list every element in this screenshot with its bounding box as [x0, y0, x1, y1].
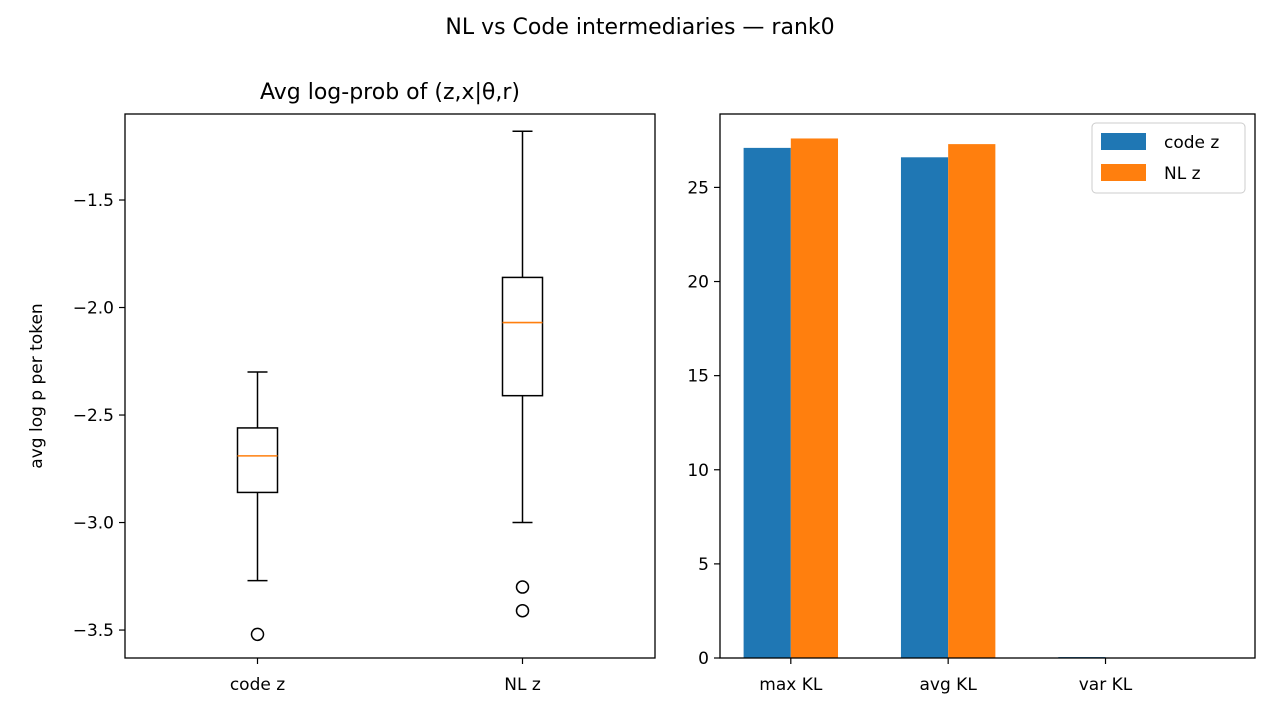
- figure-suptitle: NL vs Code intermediaries — rank0: [445, 15, 834, 40]
- box-code-z: [236, 371, 279, 642]
- box-outlier: [250, 627, 265, 642]
- bar-ytick-label: 15: [687, 367, 709, 387]
- bar-ytick-label: 0: [698, 649, 709, 669]
- boxplot-ytick-label: −2.5: [73, 406, 114, 426]
- bar-legend: code z NL z: [1091, 122, 1246, 194]
- bar-ytick-label: 10: [687, 461, 709, 481]
- bar-ytick-label: 20: [687, 273, 709, 293]
- bar-panel: 0 5 10 15 20 25 max KL avg KL var KL code z NL z: [687, 113, 1256, 695]
- box-outlier: [515, 603, 530, 618]
- boxplot-ytick-label: −1.5: [73, 191, 114, 211]
- bar-code-z-avg-KL: [900, 157, 949, 658]
- boxplot-xtick-label: code z: [230, 675, 285, 695]
- bar-ytick-label: 25: [687, 178, 709, 198]
- bar-NL-z-avg-KL: [948, 144, 996, 658]
- bar-legend-swatch: [1101, 164, 1146, 181]
- boxplot-ytick-label: −3.5: [73, 621, 114, 641]
- bar-legend-label: NL z: [1164, 164, 1201, 184]
- bar-ytick-label: 5: [698, 555, 709, 575]
- box-iqr: [236, 427, 279, 494]
- bar-code-z-max-KL: [743, 147, 791, 658]
- boxplot-ytick-label: −2.0: [73, 299, 114, 319]
- boxplot-xtick-label: NL z: [504, 675, 541, 695]
- bar-xtick-label: max KL: [759, 675, 823, 695]
- box-NL-z: [501, 130, 544, 618]
- bar-axes-frame: [719, 113, 1256, 659]
- bar-legend-label: code z: [1164, 133, 1219, 153]
- boxplot-panel: Avg log-prob of (z,x|θ,r) avg log p per …: [27, 80, 656, 695]
- bar-xtick-label: avg KL: [920, 675, 978, 695]
- box-outlier: [515, 580, 530, 594]
- boxplot-ylabel: avg log p per token: [27, 303, 47, 468]
- boxplot-axes-frame: [124, 113, 656, 659]
- box-iqr: [501, 276, 544, 397]
- bar-xtick-label: var KL: [1079, 675, 1133, 695]
- bar-NL-z-max-KL: [790, 138, 839, 658]
- boxplot-title: Avg log-prob of (z,x|θ,r): [260, 80, 520, 105]
- boxplot-ytick-label: −3.0: [73, 514, 114, 534]
- bar-legend-swatch: [1101, 133, 1146, 150]
